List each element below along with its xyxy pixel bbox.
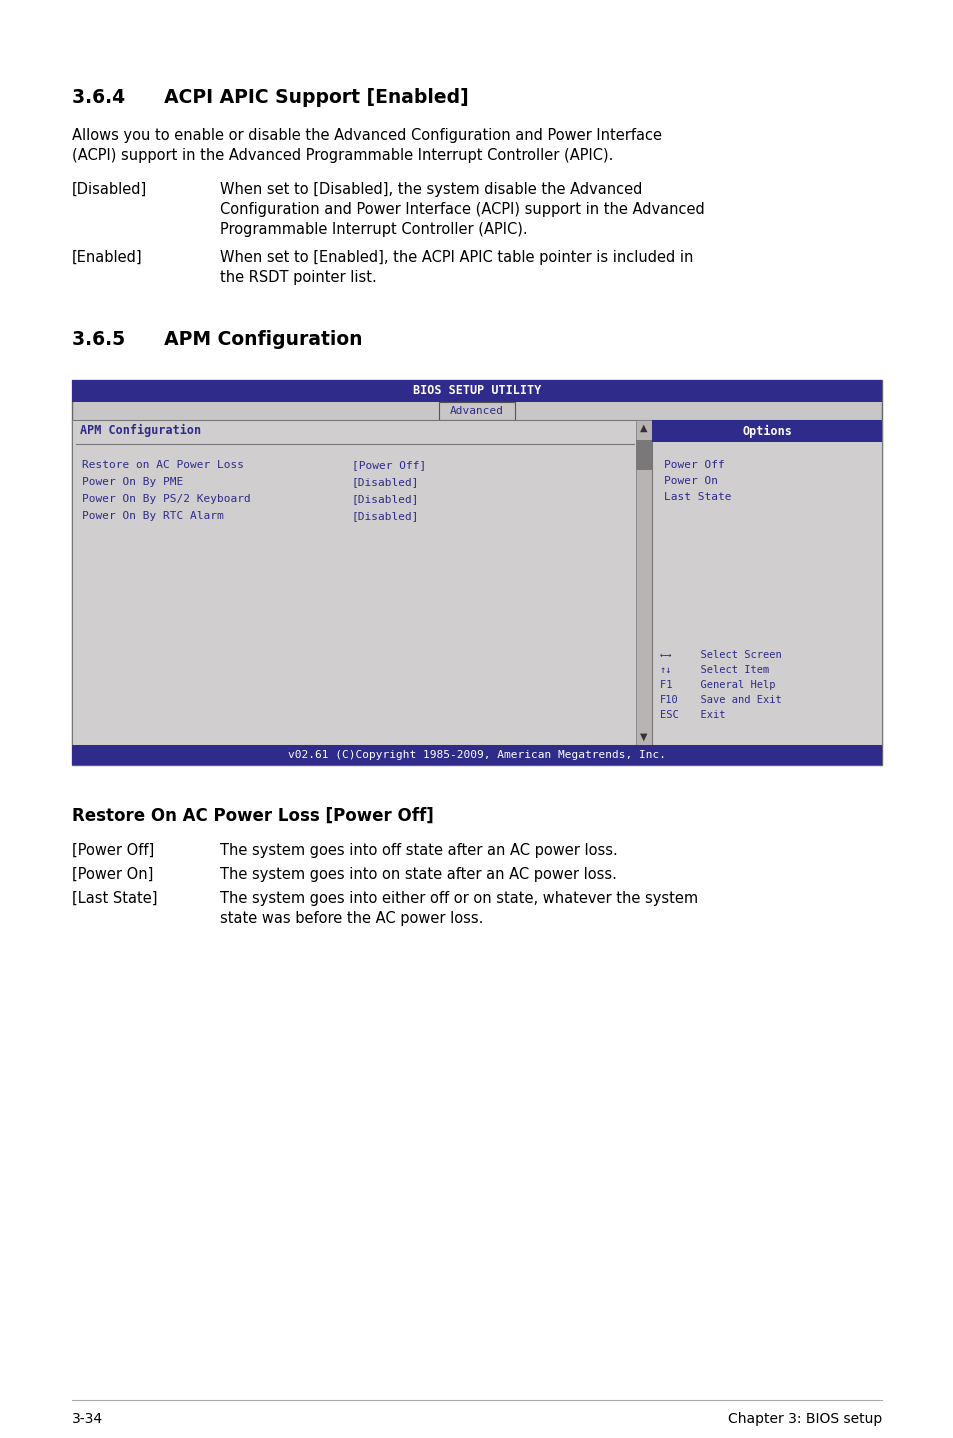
Text: Restore On AC Power Loss [Power Off]: Restore On AC Power Loss [Power Off] xyxy=(71,807,434,825)
Text: 3-34: 3-34 xyxy=(71,1412,103,1426)
Text: [Last State]: [Last State] xyxy=(71,892,157,906)
Text: F10: F10 xyxy=(659,695,678,705)
Text: Exit: Exit xyxy=(687,710,724,720)
Text: APM Configuration: APM Configuration xyxy=(80,424,201,437)
Text: The system goes into on state after an AC power loss.: The system goes into on state after an A… xyxy=(220,867,617,881)
Text: ▼: ▼ xyxy=(639,732,647,742)
Text: ▲: ▲ xyxy=(639,423,647,433)
Text: ←→: ←→ xyxy=(659,650,672,660)
Text: 3.6.5      APM Configuration: 3.6.5 APM Configuration xyxy=(71,329,362,349)
Text: [Power Off]: [Power Off] xyxy=(352,460,426,470)
Text: Power On: Power On xyxy=(663,476,718,486)
Text: BIOS SETUP UTILITY: BIOS SETUP UTILITY xyxy=(413,384,540,397)
Text: When set to [Enabled], the ACPI APIC table pointer is included in: When set to [Enabled], the ACPI APIC tab… xyxy=(220,250,693,265)
Text: Chapter 3: BIOS setup: Chapter 3: BIOS setup xyxy=(727,1412,882,1426)
Text: Advanced: Advanced xyxy=(450,406,503,416)
Bar xyxy=(71,380,882,403)
Text: ↑↓: ↑↓ xyxy=(659,664,672,674)
Text: Restore on AC Power Loss: Restore on AC Power Loss xyxy=(82,460,244,470)
Text: Select Item: Select Item xyxy=(687,664,768,674)
Text: v02.61 (C)Copyright 1985-2009, American Megatrends, Inc.: v02.61 (C)Copyright 1985-2009, American … xyxy=(288,751,665,761)
Bar xyxy=(71,380,882,765)
Text: 3.6.4      ACPI APIC Support [Enabled]: 3.6.4 ACPI APIC Support [Enabled] xyxy=(71,88,468,106)
Bar xyxy=(438,403,515,420)
Text: Power On By RTC Alarm: Power On By RTC Alarm xyxy=(82,510,224,521)
Text: Power On By PME: Power On By PME xyxy=(82,477,183,487)
Text: Power Off: Power Off xyxy=(663,460,724,470)
Text: [Power Off]: [Power Off] xyxy=(71,843,154,858)
Text: Save and Exit: Save and Exit xyxy=(687,695,781,705)
Text: (ACPI) support in the Advanced Programmable Interrupt Controller (APIC).: (ACPI) support in the Advanced Programma… xyxy=(71,148,613,162)
Text: Last State: Last State xyxy=(663,492,731,502)
Text: The system goes into off state after an AC power loss.: The system goes into off state after an … xyxy=(220,843,618,858)
Text: [Disabled]: [Disabled] xyxy=(71,183,147,197)
Text: Configuration and Power Interface (ACPI) support in the Advanced: Configuration and Power Interface (ACPI)… xyxy=(220,201,704,217)
Text: [Power On]: [Power On] xyxy=(71,867,153,881)
Bar xyxy=(71,745,882,765)
Text: Select Screen: Select Screen xyxy=(687,650,781,660)
Text: Options: Options xyxy=(741,424,791,437)
Text: ESC: ESC xyxy=(659,710,678,720)
Text: [Disabled]: [Disabled] xyxy=(352,477,419,487)
Text: Power On By PS/2 Keyboard: Power On By PS/2 Keyboard xyxy=(82,495,251,503)
Text: Allows you to enable or disable the Advanced Configuration and Power Interface: Allows you to enable or disable the Adva… xyxy=(71,128,661,142)
Text: the RSDT pointer list.: the RSDT pointer list. xyxy=(220,270,376,285)
Text: General Help: General Help xyxy=(687,680,775,690)
Bar xyxy=(636,420,651,745)
Text: [Disabled]: [Disabled] xyxy=(352,495,419,503)
Text: [Enabled]: [Enabled] xyxy=(71,250,143,265)
Text: state was before the AC power loss.: state was before the AC power loss. xyxy=(220,912,483,926)
Text: F1: F1 xyxy=(659,680,678,690)
Text: The system goes into either off or on state, whatever the system: The system goes into either off or on st… xyxy=(220,892,698,906)
Text: [Disabled]: [Disabled] xyxy=(352,510,419,521)
Bar xyxy=(71,420,651,745)
Bar xyxy=(651,420,882,441)
Bar xyxy=(636,440,651,470)
Text: Programmable Interrupt Controller (APIC).: Programmable Interrupt Controller (APIC)… xyxy=(220,221,527,237)
Bar xyxy=(651,420,882,745)
Text: When set to [Disabled], the system disable the Advanced: When set to [Disabled], the system disab… xyxy=(220,183,641,197)
